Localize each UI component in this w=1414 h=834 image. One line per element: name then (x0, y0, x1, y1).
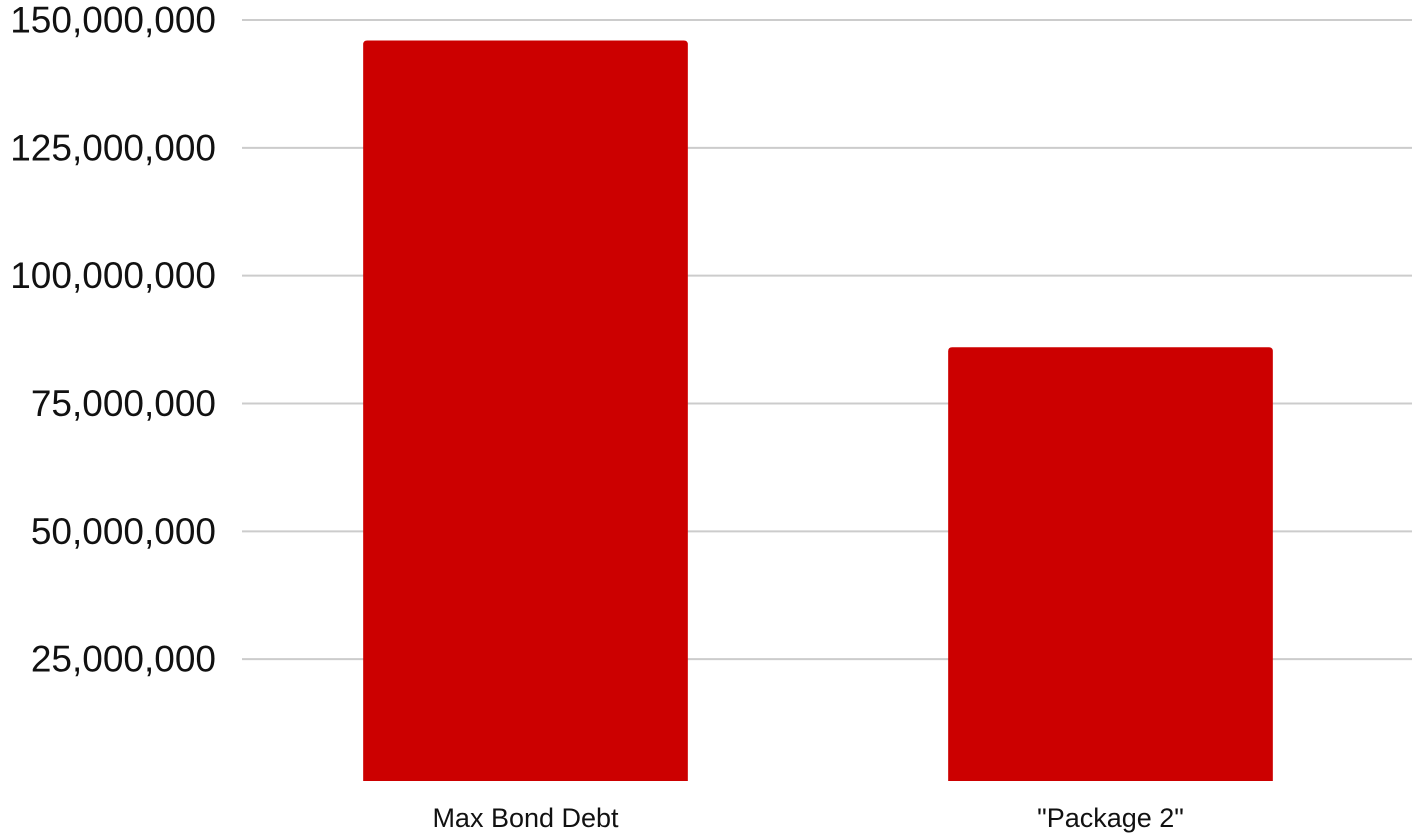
x-tick-label: "Package 2" (1037, 803, 1184, 833)
x-tick-label: Max Bond Debt (432, 803, 619, 833)
bar (363, 40, 688, 782)
y-tick-label: 150,000,000 (10, 0, 216, 41)
bar (948, 347, 1273, 781)
y-tick-label: 25,000,000 (31, 639, 216, 680)
x-axis-tick-labels: Max Bond Debt "Package 2" (432, 803, 1183, 833)
y-tick-label: 75,000,000 (31, 383, 216, 424)
bars (363, 40, 1273, 782)
y-tick-label: 100,000,000 (10, 255, 216, 296)
y-axis-tick-labels: 25,000,000 50,000,000 75,000,000 100,000,00… (10, 0, 216, 680)
y-tick-label: 50,000,000 (31, 511, 216, 552)
y-tick-label: 125,000,000 (10, 127, 216, 168)
